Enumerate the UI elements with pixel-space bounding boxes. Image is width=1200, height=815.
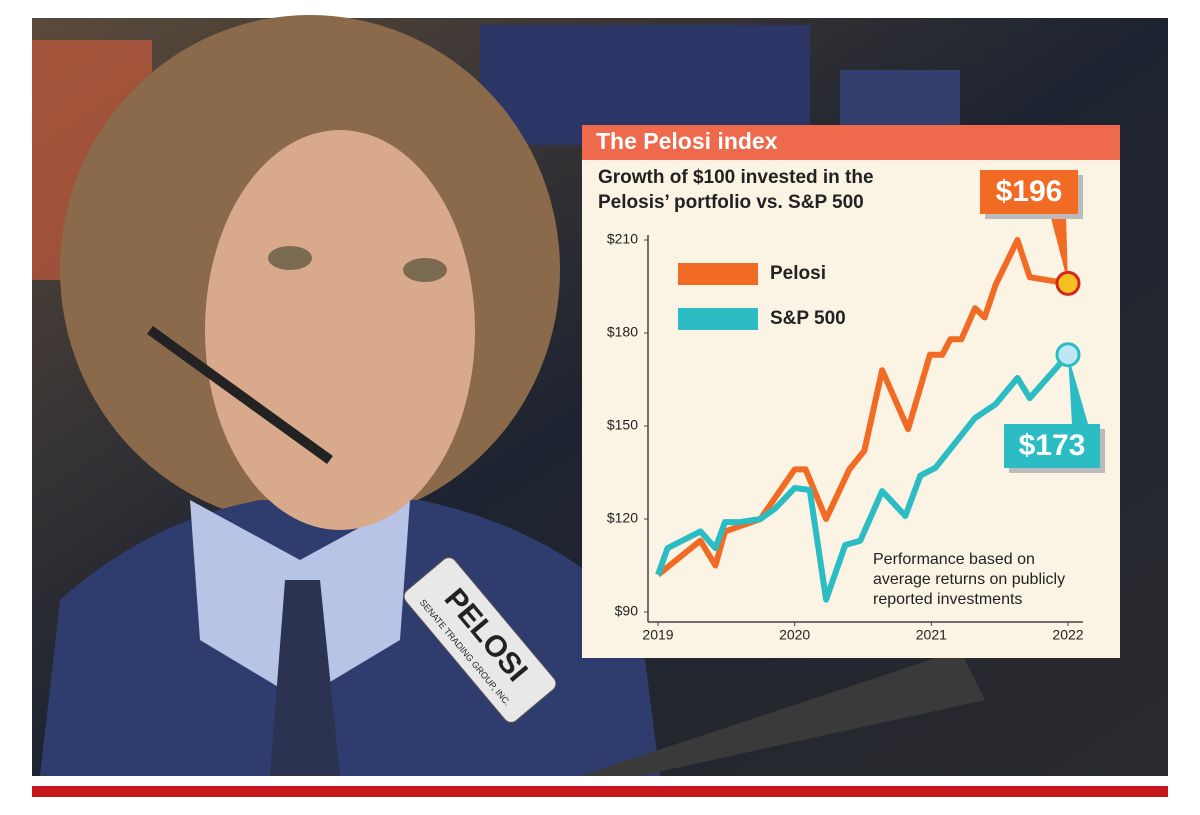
legend-label: S&P 500: [770, 308, 846, 329]
chart-subtitle: Pelosis’ portfolio vs. S&P 500: [598, 192, 864, 213]
note: average returns on publicly: [873, 571, 1065, 588]
legend-swatch: [678, 263, 758, 285]
series-line: [655, 352, 1071, 603]
y-tick-label: $150: [607, 417, 638, 433]
red-rule: [32, 786, 1168, 797]
end-point: [1055, 270, 1081, 296]
note: reported investments: [873, 591, 1022, 608]
callout-box: [980, 170, 1078, 214]
eye: [268, 246, 312, 270]
badge-plate: [403, 557, 557, 723]
callout-box: [1004, 424, 1100, 468]
note: Performance based on: [873, 551, 1035, 568]
callout-pointer: [1068, 354, 1088, 424]
end-label: $173: [1019, 429, 1086, 462]
chart-title: The Pelosi index: [596, 128, 778, 154]
face: [205, 130, 475, 530]
title-band: [582, 125, 1120, 160]
y-tick-label: $180: [607, 324, 638, 340]
end-label: $196: [996, 175, 1063, 208]
y-tick-label: $210: [607, 231, 638, 247]
headset: [147, 325, 333, 465]
x-tick-label: 2022: [1052, 627, 1083, 643]
chart: The Pelosi index Growth of $100 invested…: [582, 125, 1120, 658]
end-point: [1055, 342, 1081, 368]
tablet: [580, 650, 985, 776]
eye: [403, 258, 447, 282]
x-tick-label: 2020: [779, 627, 810, 643]
stock-board: [840, 70, 960, 130]
legend-swatch: [678, 308, 758, 330]
legend-label: Pelosi: [770, 263, 826, 284]
y-tick-label: $120: [607, 510, 638, 526]
y-tick-label: $90: [615, 603, 639, 619]
x-tick-label: 2019: [642, 627, 673, 643]
tie: [270, 580, 340, 776]
x-tick-label: 2021: [916, 627, 947, 643]
chart-subtitle: Growth of $100 invested in the: [598, 167, 874, 188]
callout-pointer: [1050, 214, 1068, 284]
